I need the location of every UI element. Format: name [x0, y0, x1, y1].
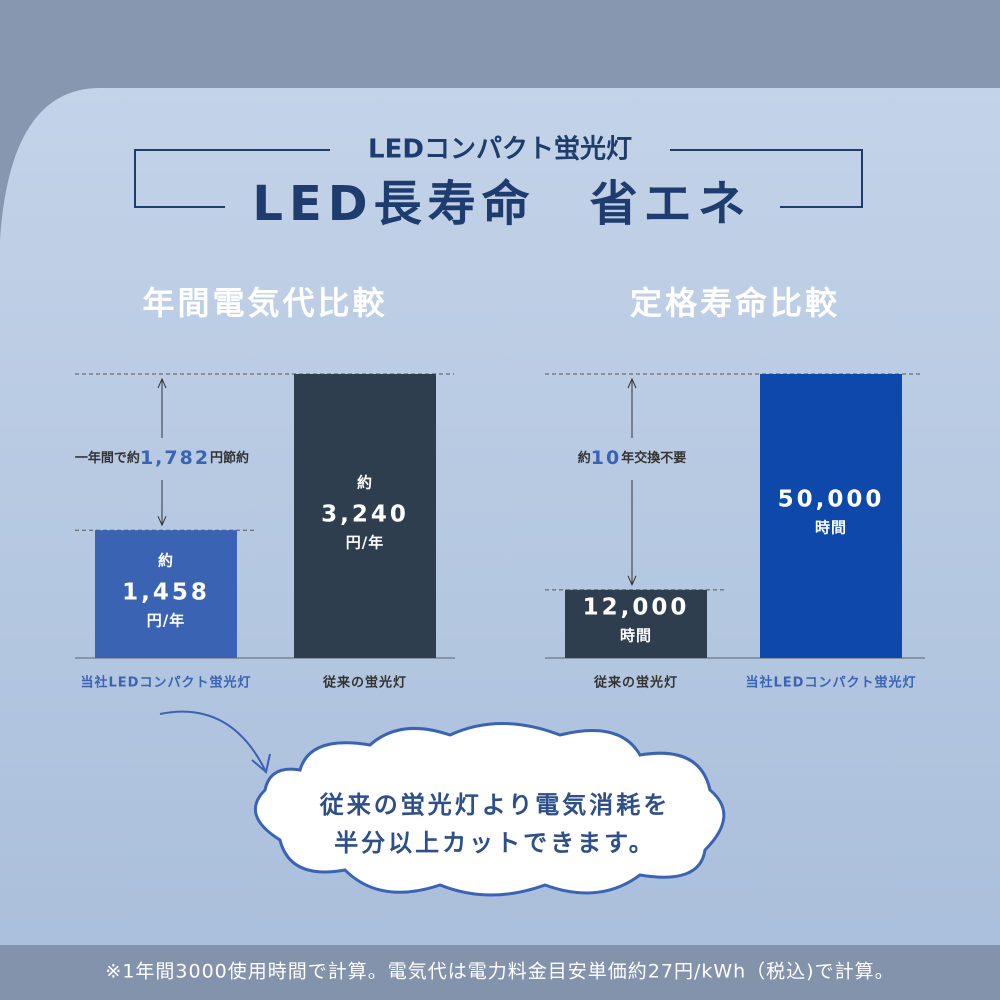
- bar: [95, 530, 237, 658]
- x-tick-label: 当社LEDコンパクト蛍光灯: [746, 675, 917, 691]
- annotation: 約10年交換不要: [578, 447, 686, 469]
- value-label: 約: [158, 552, 174, 570]
- value-label: 時間: [620, 626, 652, 644]
- value-label: 円/年: [346, 534, 384, 552]
- callout-line: 半分以上カットできます。: [334, 829, 656, 857]
- annotation-part: 年交換不要: [621, 450, 686, 466]
- header-subtitle: LEDコンパクト蛍光灯: [368, 135, 632, 165]
- chart-title: 定格寿命比較: [630, 284, 840, 322]
- annotation-part: 一年間で約: [75, 450, 140, 466]
- footnote: ※1年間3000使用時間で計算。電気代は電力料金目安単価約27円/kWh（税込)…: [105, 961, 894, 983]
- arrow-head: [251, 753, 271, 774]
- x-tick-label: 従来の蛍光灯: [322, 675, 407, 691]
- callout-line: 従来の蛍光灯より電気消耗を: [319, 791, 671, 819]
- value-label: 1,458: [122, 580, 210, 606]
- value-label: 12,000: [583, 594, 690, 620]
- value-label: 時間: [815, 519, 847, 537]
- bar: [294, 374, 436, 658]
- panel: [0, 88, 1000, 1000]
- x-tick-label: 当社LEDコンパクト蛍光灯: [81, 675, 252, 691]
- x-tick-label: 従来の蛍光灯: [593, 675, 678, 691]
- arrow-head: [157, 515, 167, 527]
- pointer-arrow: [159, 710, 266, 771]
- annotation: 一年間で約1,782円節約: [75, 447, 249, 469]
- annotation-part: 10: [591, 447, 621, 469]
- bar: [565, 589, 707, 658]
- value-label: 円/年: [147, 612, 185, 630]
- footer-band: [0, 945, 1000, 1000]
- annotation-part: 約: [578, 450, 591, 466]
- arrow-head: [157, 377, 167, 389]
- value-label: 約: [357, 474, 373, 492]
- title-frame: [134, 149, 863, 208]
- bar: [760, 374, 902, 658]
- annotation-part: 円節約: [210, 450, 249, 466]
- value-label: 50,000: [778, 487, 885, 513]
- value-label: 3,240: [321, 502, 409, 528]
- arrow-head: [627, 575, 637, 587]
- chart-title: 年間電気代比較: [142, 284, 387, 322]
- callout-cloud: [254, 722, 726, 897]
- header-title: LED長寿命 省エネ: [252, 176, 751, 232]
- annotation-part: 1,782: [140, 447, 210, 469]
- arrow-head: [627, 377, 637, 389]
